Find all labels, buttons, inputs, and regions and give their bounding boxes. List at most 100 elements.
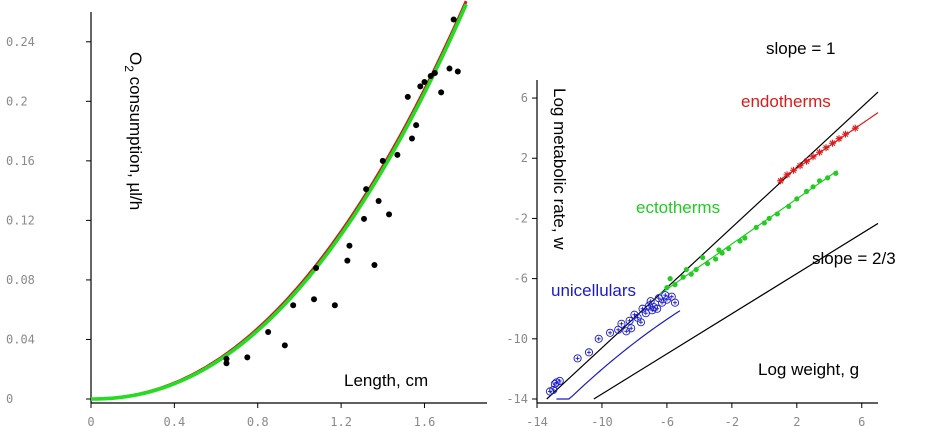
left-data-point	[417, 83, 424, 90]
point-unicellulars	[627, 324, 636, 333]
left-data-point	[450, 16, 457, 23]
right-chart: -14 -10 -6 -2 2 6 -14 -10 -6 -2 2 6 Log metabolic …	[506, 39, 895, 427]
left-y-tick-label: 0	[6, 392, 13, 406]
left-y-axis-label-sub: 2	[122, 65, 136, 72]
left-data-point	[404, 93, 411, 100]
left-chart: 0 0.04 0.08 0.12 0.16 0.2 0.24 0 0.4 0.8 1.2 1.6 O…	[6, 0, 487, 427]
point-ectotherms	[700, 254, 706, 261]
point-endotherms	[851, 124, 859, 132]
point-endotherms	[842, 130, 850, 138]
point-ectotherms	[774, 211, 780, 217]
right-x-tick-label: -14	[526, 415, 548, 427]
point-ectotherms	[672, 282, 678, 288]
point-ectotherms	[816, 178, 823, 184]
fit-line-unicellulars	[556, 310, 681, 400]
right-x-tick-label: -10	[591, 415, 613, 427]
point-ectotherms	[726, 245, 732, 252]
annotation-slope-2-3: slope = 2/3	[812, 249, 896, 268]
point-endotherms	[796, 162, 804, 170]
point-unicellulars	[653, 304, 662, 313]
right-x-axis-label: Log weight, g	[758, 360, 859, 379]
point-ectotherms	[713, 256, 719, 262]
fit-line-endotherms	[778, 112, 879, 182]
left-x-ticks: 0 0.4 0.8 1.2 1.6	[87, 403, 435, 427]
point-ectotherms	[753, 224, 759, 231]
reference-line-slope-1	[546, 91, 879, 400]
point-endotherms	[829, 139, 837, 147]
point-ectotherms	[766, 215, 772, 222]
right-y-ticks: -14 -10 -6 -2 2 6	[506, 91, 537, 406]
left-fit-curve-red	[90, 0, 468, 401]
left-data-point	[371, 262, 378, 269]
left-data-point	[331, 302, 338, 309]
right-x-tick-label: 2	[793, 415, 800, 427]
point-endotherms	[835, 135, 843, 143]
left-data-point	[281, 342, 288, 349]
point-ectotherms	[794, 196, 800, 202]
left-x-tick-label: 1.6	[414, 415, 436, 427]
right-y-tick-label: -6	[514, 272, 528, 286]
annotation-ectotherms: ectotherms	[636, 198, 720, 217]
point-endotherms	[816, 148, 824, 156]
point-endotherms	[803, 157, 811, 165]
left-data-point	[421, 78, 428, 85]
left-x-axis-label: Length, cm	[344, 371, 428, 390]
right-y-tick-label: 6	[521, 91, 528, 105]
point-unicellulars	[549, 385, 558, 395]
point-unicellulars	[670, 298, 680, 307]
point-ectotherms	[742, 235, 748, 241]
right-y-tick-label: -10	[506, 332, 528, 346]
left-data-point	[386, 211, 393, 218]
left-y-tick-label: 0.12	[6, 213, 35, 227]
point-ectotherms	[737, 238, 743, 244]
right-x-ticks: -14 -10 -6 -2 2 6	[526, 403, 865, 427]
left-data-point	[313, 265, 320, 272]
point-unicellulars	[641, 309, 650, 318]
left-x-tick-label: 0.4	[164, 415, 186, 427]
right-reference-lines	[546, 91, 879, 400]
point-ectotherms	[693, 266, 699, 273]
point-unicellulars	[584, 348, 594, 357]
point-ectotherms	[704, 260, 711, 267]
left-data-point	[344, 257, 351, 264]
left-data-point	[427, 73, 434, 80]
right-x-tick-label: 6	[858, 415, 865, 427]
left-y-axis-label-rest: consumption, µl/h	[126, 72, 145, 210]
point-ectotherms	[803, 188, 810, 194]
left-y-tick-label: 0.08	[6, 273, 35, 287]
point-unicellulars	[644, 301, 654, 310]
right-y-tick-label: -14	[506, 392, 528, 406]
left-data-point	[244, 354, 251, 361]
point-ectotherms	[810, 184, 816, 190]
point-endotherms	[790, 166, 798, 174]
left-y-tick-label: 0.2	[6, 94, 28, 108]
left-y-axis-label: O2 consumption, µl/h	[122, 52, 145, 210]
left-data-point	[363, 186, 370, 193]
point-unicellulars	[573, 354, 582, 363]
point-endotherms	[822, 144, 830, 152]
left-data-points	[223, 16, 461, 367]
left-y-tick-label: 0.16	[6, 154, 35, 168]
left-y-axis-label-main: O	[126, 52, 145, 65]
point-ectotherms	[683, 266, 689, 273]
point-ectotherms	[786, 203, 792, 209]
left-data-point	[311, 296, 318, 303]
left-data-point	[361, 215, 368, 222]
reference-line-slope-2-3	[593, 222, 879, 400]
point-ectotherms	[667, 276, 673, 282]
annotation-endotherms: endotherms	[741, 92, 831, 111]
left-x-tick-label: 0	[87, 415, 94, 427]
point-endotherms	[783, 171, 791, 179]
left-y-tick-label: 0.04	[6, 332, 35, 346]
left-data-point	[223, 360, 230, 367]
left-data-point	[446, 65, 453, 72]
left-fit-curves	[90, 0, 468, 401]
point-unicellulars	[594, 334, 603, 343]
point-ectotherms	[833, 170, 839, 176]
annotation-unicellulars: unicellulars	[551, 281, 636, 300]
right-y-tick-label: 2	[521, 151, 528, 165]
point-ectotherms	[761, 220, 767, 226]
left-data-point	[379, 157, 386, 164]
right-y-axis-label: Log metabolic rate, w	[550, 88, 569, 250]
